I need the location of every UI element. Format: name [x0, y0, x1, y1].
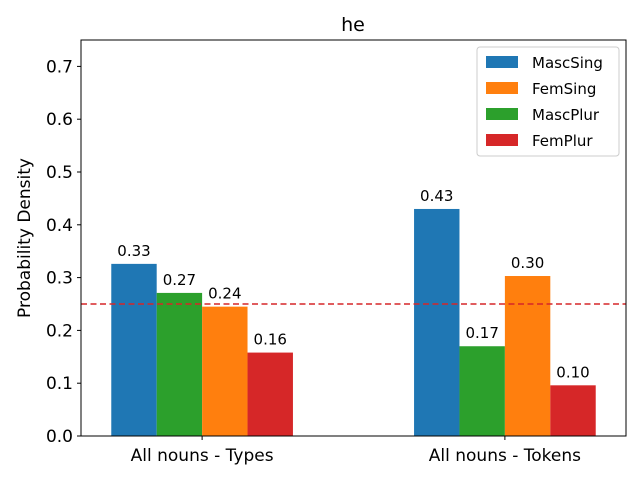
x-tick-label-all-nouns-tokens: All nouns - Tokens — [429, 446, 581, 466]
legend: MascSing FemSing MascPlur FemPlur — [476, 46, 620, 157]
axes-layer: 0.0 0.1 0.2 0.3 0.4 0.5 0.6 0.7 All nouns - Type… — [46, 39, 627, 466]
legend-swatch-femsing — [486, 82, 518, 94]
data-label-mascplur-all-nouns-tokens: 0.17 — [465, 324, 498, 342]
plot-frame — [80, 39, 627, 437]
data-label-femsing-all-nouns-types: 0.24 — [208, 285, 241, 303]
y-tick-label: 0.7 — [46, 57, 73, 77]
bar-mascsing-all-nouns-types — [111, 263, 157, 436]
bar-femplur-all-nouns-tokens — [550, 385, 596, 436]
y-tick-label: 0.4 — [46, 216, 73, 236]
bar-femsing-all-nouns-types — [202, 306, 248, 436]
data-label-femplur-all-nouns-types: 0.16 — [254, 331, 287, 349]
y-tick-label: 0.3 — [46, 269, 73, 289]
legend-swatch-femplur — [486, 134, 518, 146]
data-label-mascsing-all-nouns-types: 0.33 — [117, 242, 150, 260]
data-label-mascsing-all-nouns-tokens: 0.43 — [420, 187, 453, 205]
y-tick-label: 0.1 — [46, 374, 73, 394]
bars-layer — [111, 208, 596, 436]
legend-swatch-mascsing — [486, 56, 518, 68]
y-tick-label: 0.6 — [46, 110, 73, 130]
y-axis-label: Probability Density — [15, 158, 35, 318]
legend-box — [476, 46, 620, 157]
legend-label-femsing: FemSing — [532, 80, 596, 98]
legend-label-mascsing: MascSing — [532, 54, 603, 72]
x-tick-label-all-nouns-types: All nouns - Types — [131, 446, 274, 466]
data-label-femsing-all-nouns-tokens: 0.30 — [511, 254, 544, 272]
data-label-mascplur-all-nouns-types: 0.27 — [163, 271, 196, 289]
chart-title: he — [341, 14, 365, 36]
legend-label-femplur: FemPlur — [532, 132, 593, 150]
data-label-femplur-all-nouns-tokens: 0.10 — [556, 363, 589, 381]
y-tick-label: 0.2 — [46, 321, 73, 341]
bar-femsing-all-nouns-tokens — [504, 276, 551, 436]
data-labels-layer: 0.33 0.27 0.24 0.16 0.43 0.17 0.30 0.10 — [117, 187, 589, 381]
legend-label-mascplur: MascPlur — [532, 106, 600, 124]
bar-mascplur-all-nouns-tokens — [459, 346, 505, 436]
y-tick-label: 0.5 — [46, 163, 73, 183]
bar-mascsing-all-nouns-tokens — [414, 208, 460, 436]
y-tick-label: 0.0 — [46, 427, 73, 447]
bar-mascplur-all-nouns-types — [156, 292, 203, 436]
bar-femplur-all-nouns-types — [247, 352, 293, 436]
legend-swatch-mascplur — [486, 108, 518, 120]
